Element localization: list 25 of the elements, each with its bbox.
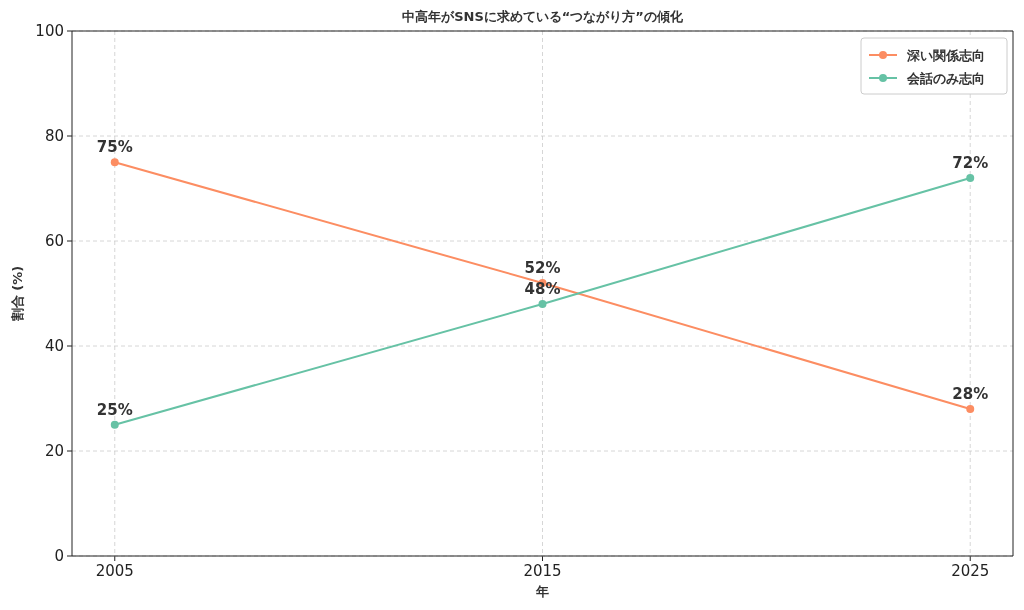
y-tick-label: 20 bbox=[44, 442, 64, 460]
y-tick-label: 0 bbox=[54, 547, 64, 565]
x-axis-title: 年 bbox=[535, 584, 549, 599]
x-tick-label: 2025 bbox=[951, 562, 990, 580]
point bbox=[110, 158, 119, 167]
point bbox=[110, 420, 119, 429]
y-tick-label: 100 bbox=[35, 22, 64, 40]
x-tick-label: 2015 bbox=[523, 562, 562, 580]
data-label: 28% bbox=[952, 385, 989, 403]
legend-label: 会話のみ志向 bbox=[906, 71, 985, 86]
point bbox=[538, 300, 547, 308]
data-label: 52% bbox=[524, 259, 561, 277]
data-label: 25% bbox=[96, 400, 133, 419]
data-label: 48% bbox=[524, 280, 561, 298]
y-tick-label: 80 bbox=[44, 127, 64, 145]
y-tick-label: 60 bbox=[44, 232, 64, 250]
point bbox=[966, 174, 975, 182]
y-axis-title: 割合 (%) bbox=[10, 265, 25, 323]
data-label: 72% bbox=[952, 154, 989, 172]
chart-title: 中高年がSNSに求めている“つながり方”の傾化 bbox=[402, 9, 684, 24]
y-tick-label: 40 bbox=[44, 337, 64, 355]
data-label: 75% bbox=[96, 138, 133, 157]
point bbox=[966, 405, 975, 413]
legend-label: 深い関係志向 bbox=[906, 48, 985, 63]
x-tick-label: 2005 bbox=[95, 562, 134, 580]
